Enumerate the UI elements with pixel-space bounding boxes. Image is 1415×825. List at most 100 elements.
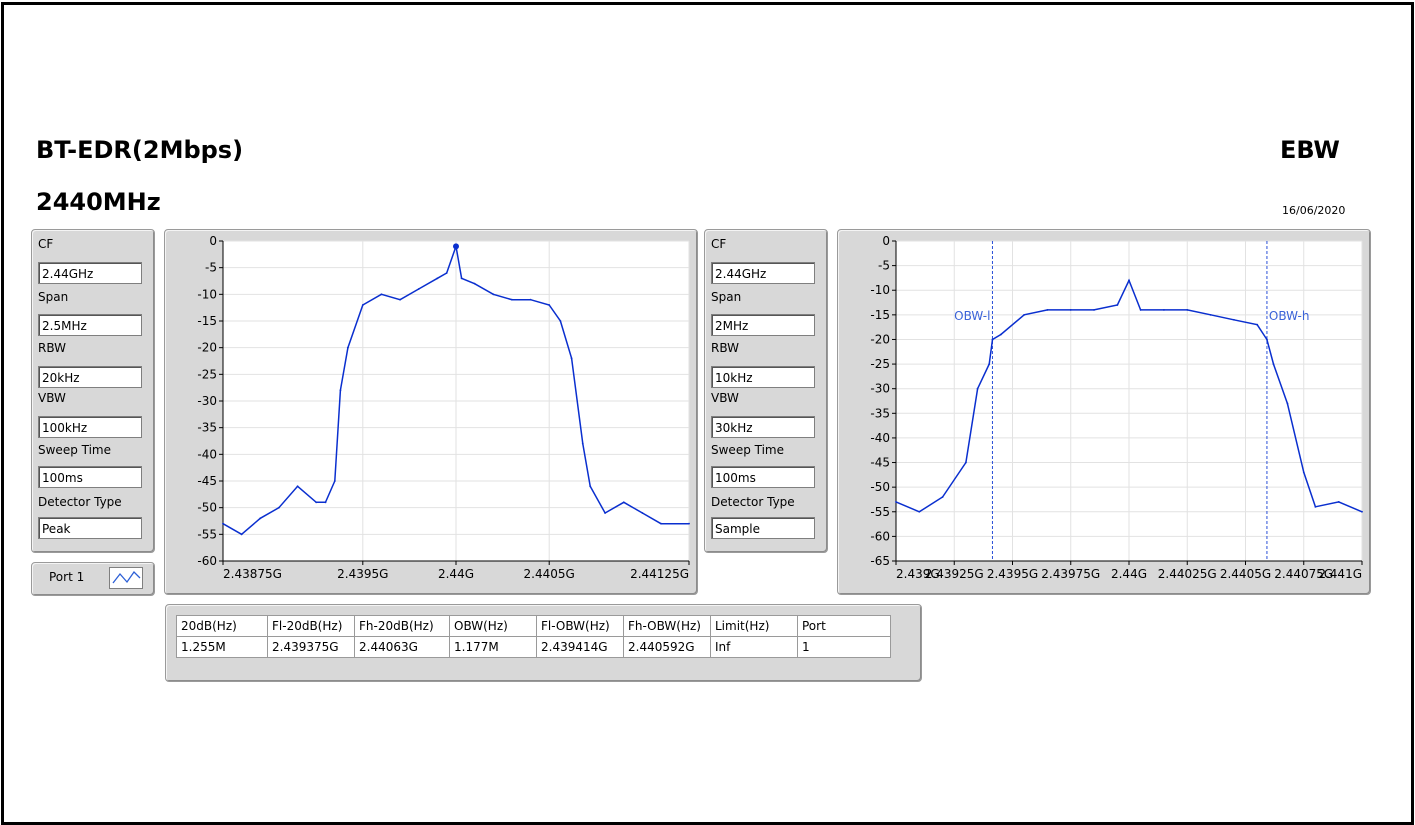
y-tick-label: -60: [870, 529, 890, 543]
trace-point: [999, 333, 1002, 336]
y-tick-label: -10: [870, 283, 890, 297]
setting-label-vbw: VBW: [38, 391, 66, 405]
table-cell: 2.44063G: [354, 636, 450, 658]
setting-value-rbw[interactable]: 10kHz: [711, 366, 815, 388]
frequency-title: 2440MHz: [36, 188, 161, 216]
trace-point: [688, 522, 690, 525]
y-tick-label: -15: [870, 308, 890, 322]
trace-point: [559, 320, 562, 322]
y-tick-label: -10: [197, 287, 217, 301]
setting-value-detector[interactable]: Sample: [711, 517, 815, 539]
setting-label-span: Span: [711, 290, 742, 304]
trace-point: [1139, 309, 1142, 311]
setting-value-detector[interactable]: Peak: [38, 517, 142, 539]
table-header-row: 20dB(Hz) Fl-20dB(Hz) Fh-20dB(Hz) OBW(Hz)…: [176, 615, 891, 637]
setting-value-vbw[interactable]: 100kHz: [38, 416, 142, 438]
trace-point: [296, 485, 299, 488]
setting-value-vbw[interactable]: 30kHz: [711, 416, 815, 438]
y-tick-label: -30: [870, 382, 890, 396]
y-tick-label: -60: [197, 554, 217, 568]
trace-point: [941, 496, 944, 498]
setting-value-cf[interactable]: 2.44GHz: [711, 262, 815, 284]
trace-point: [346, 346, 349, 349]
mode-title: BT-EDR(2Mbps): [36, 136, 244, 164]
trace-point: [660, 522, 662, 525]
setting-label-cf: CF: [711, 237, 727, 251]
table-cell: 2.439414G: [536, 636, 624, 658]
test-name-title: EBW: [1280, 136, 1340, 164]
trace-point: [492, 293, 495, 296]
trace-point: [324, 501, 327, 504]
setting-value-sweep-time[interactable]: 100ms: [711, 466, 815, 488]
table-cell: 1.255M: [176, 636, 268, 658]
setting-label-cf: CF: [38, 237, 54, 251]
setting-value-sweep-time[interactable]: 100ms: [38, 466, 142, 488]
table-header-cell: Port: [797, 615, 891, 637]
y-tick-label: -20: [870, 332, 890, 346]
trace-point: [988, 363, 991, 365]
x-tick-label: 2.43925G: [925, 567, 984, 581]
waveform-icon[interactable]: [109, 567, 143, 589]
trace-point: [1069, 309, 1072, 311]
y-tick-label: -55: [197, 527, 217, 541]
y-tick-label: -50: [870, 480, 890, 494]
table-cell: 2.439375G: [267, 636, 355, 658]
trace-point: [1186, 309, 1189, 311]
peak-marker: [453, 243, 459, 250]
x-tick-label: 2.43975G: [1041, 567, 1100, 581]
table-header-cell: Fh-20dB(Hz): [354, 615, 450, 637]
trace-point: [570, 357, 573, 360]
y-tick-label: -35: [197, 421, 217, 435]
trace-point: [460, 277, 463, 280]
table-cell: 1: [797, 636, 891, 658]
x-tick-label: 2.4395G: [337, 567, 388, 581]
trace-point: [965, 461, 967, 464]
left-spectrum-chart-panel: 0 -5 -10 -15 -20 -25 -30 -35 -40 -45 -50 -55 -60 2.43…: [164, 229, 698, 595]
trace-point: [1128, 279, 1130, 282]
y-tick-label: -30: [197, 394, 217, 408]
trace-point: [1361, 510, 1363, 513]
trace-point: [333, 480, 336, 482]
trace-point: [548, 304, 551, 306]
trace-point: [1116, 304, 1119, 306]
setting-value-cf[interactable]: 2.44GHz: [38, 262, 142, 284]
x-tick-label: 2.439G: [896, 567, 940, 581]
port-selector[interactable]: Port 1: [31, 562, 155, 596]
trace-point: [1266, 338, 1268, 341]
y-tick-label: 0: [209, 234, 217, 248]
trace-point: [1302, 471, 1305, 474]
setting-value-span[interactable]: 2MHz: [711, 314, 815, 336]
table-header-cell: Limit(Hz): [710, 615, 798, 637]
trace-point: [278, 506, 280, 509]
results-table-panel: 20dB(Hz) Fl-20dB(Hz) Fh-20dB(Hz) OBW(Hz)…: [165, 604, 922, 682]
setting-value-rbw[interactable]: 20kHz: [38, 366, 142, 388]
y-tick-label: -15: [197, 314, 217, 328]
trace-point: [1209, 313, 1212, 316]
trace-point: [1093, 309, 1095, 311]
trace-point: [1286, 402, 1289, 405]
setting-value-span[interactable]: 2.5MHz: [38, 314, 142, 336]
results-table: 20dB(Hz) Fl-20dB(Hz) Fh-20dB(Hz) OBW(Hz)…: [176, 615, 891, 658]
table-header-cell: Fl-20dB(Hz): [267, 615, 355, 637]
y-tick-label: -45: [197, 474, 217, 488]
y-tick-label: -25: [870, 357, 890, 371]
table-row: 1.255M 2.439375G 2.44063G 1.177M 2.43941…: [176, 636, 891, 658]
y-tick-label: -50: [197, 501, 217, 515]
trace-point: [589, 485, 592, 488]
table-header-cell: Fh-OBW(Hz): [623, 615, 711, 637]
y-tick-label: -25: [197, 367, 217, 381]
trace-point: [436, 277, 439, 280]
right-spectrum-chart-panel: 0 -5 -10 -15 -20 -25 -30 -35 -40 -45 -50 -55 -60 -65 2…: [837, 229, 1371, 595]
table-header-cell: Fl-OBW(Hz): [536, 615, 624, 637]
trace-point: [315, 501, 318, 504]
right-spectrum-chart: 0 -5 -10 -15 -20 -25 -30 -35 -40 -45 -50 -55 -60 -65 2…: [870, 234, 1363, 581]
left-settings-panel: CF 2.44GHz Span 2.5MHz RBW 20kHz VBW 100…: [31, 229, 155, 553]
trace-point: [1046, 309, 1049, 311]
trace-point: [1023, 313, 1026, 316]
trace-point: [918, 510, 921, 513]
x-tick-label: 2.43875G: [223, 567, 282, 581]
setting-label-rbw: RBW: [711, 341, 740, 355]
spectrum-trace: [222, 243, 689, 536]
x-tick-label: 2.44025G: [1158, 567, 1217, 581]
y-tick-label: -35: [870, 406, 890, 420]
